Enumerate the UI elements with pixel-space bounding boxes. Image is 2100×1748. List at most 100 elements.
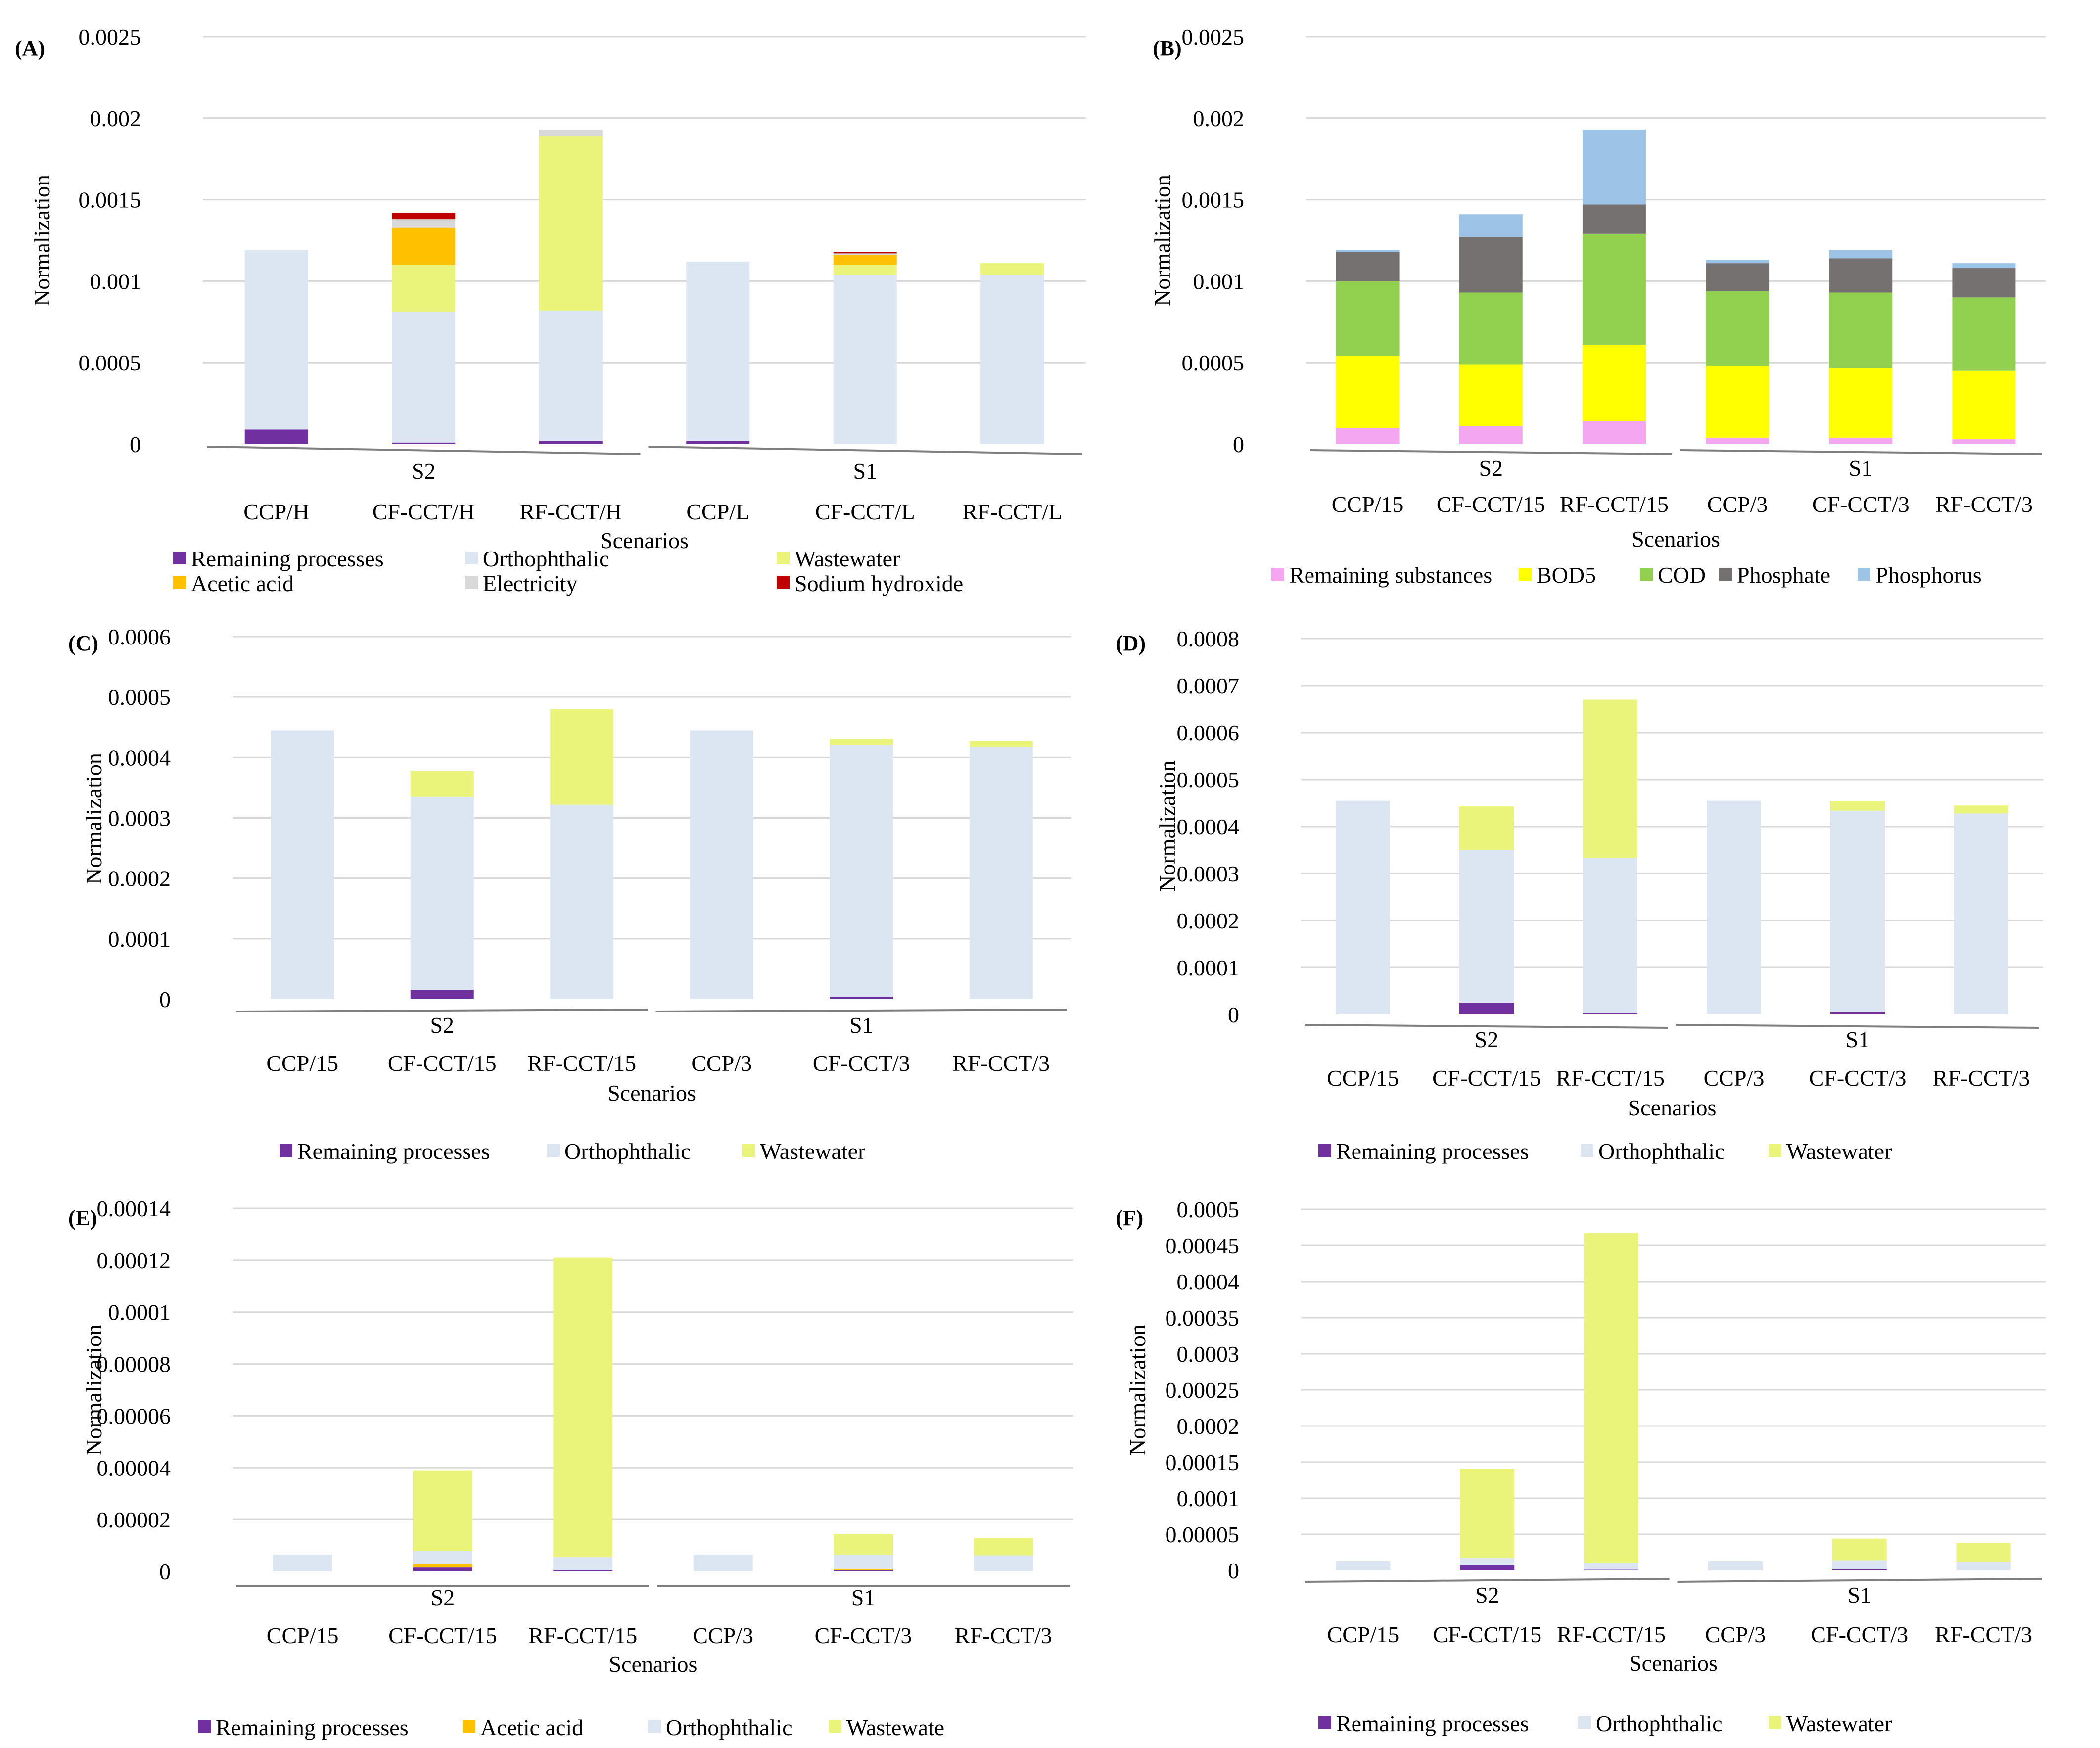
bar-ccp-3-phosphorus xyxy=(1706,260,1770,264)
x-category-label: CCP/15 xyxy=(1327,1622,1400,1647)
bar-cf-cct-3-phosphorus xyxy=(1829,250,1893,259)
bar-ccp-3-phosphate xyxy=(1706,263,1770,291)
group-bracket xyxy=(655,1009,1068,1012)
bar-cf-cct-15-phosphorus xyxy=(1459,214,1523,237)
y-tick-label: 0 xyxy=(159,987,171,1012)
legend-swatch xyxy=(777,576,790,589)
bar-cf-cct-3-remaining-processes xyxy=(1830,1012,1885,1014)
y-tick-label: 0.0007 xyxy=(1177,673,1240,698)
x-axis-label: Scenarios xyxy=(1632,526,1720,552)
legend-swatch xyxy=(742,1144,755,1157)
y-tick-label: 0.0015 xyxy=(79,187,141,213)
bar-cf-cct-15-wastewater xyxy=(410,771,474,797)
y-axis-label: Normalization xyxy=(1150,175,1175,306)
bar-cf-cct-l-orthophthalic xyxy=(833,275,897,444)
x-category-label: RF-CCT/3 xyxy=(952,1051,1050,1076)
group-bracket xyxy=(1677,1578,2042,1583)
legend-label: Acetic acid xyxy=(480,1715,583,1740)
group-label: S2 xyxy=(1475,1582,1499,1608)
chart-panel-e: (E) 0 0.00002 0.00004 0.00006 0.00008 0.0001 0.… xyxy=(68,1196,1073,1740)
y-tick-label: 0.0003 xyxy=(1177,1341,1240,1367)
bar-ccp-15-phosphate xyxy=(1336,252,1400,281)
bar-rf-cct-l-orthophthalic xyxy=(980,275,1044,444)
bar-cf-cct-3-orthophthalic xyxy=(830,745,893,997)
legend-swatch xyxy=(829,1720,841,1733)
bar-cf-cct-15-remaining-processes xyxy=(1460,1565,1515,1570)
y-tick-label: 0.00045 xyxy=(1166,1233,1240,1258)
bar-rf-cct-3-orthophthalic xyxy=(969,747,1033,999)
legend-label: Orthophthalic xyxy=(483,546,609,571)
y-tick-label: 0.00004 xyxy=(97,1455,171,1480)
bar-rf-cct-3-orthophthalic xyxy=(1956,1562,2011,1570)
chart-panel-f: (F) 0 0.00005 0.0001 0.00015 0.0002 0.00025 0.0… xyxy=(1116,1197,2046,1736)
x-category-label: RF-CCT/15 xyxy=(527,1051,636,1076)
y-tick-label: 0.0001 xyxy=(1177,1486,1240,1511)
bar-ccp-15-cod xyxy=(1336,281,1400,357)
legend-swatch xyxy=(1640,568,1653,581)
bar-cf-cct-3-orthophthalic xyxy=(834,1554,893,1569)
legend-label: Orthophthalic xyxy=(564,1139,691,1164)
bar-cf-cct-3-wastewater xyxy=(1832,1538,1887,1561)
legend-swatch xyxy=(648,1720,661,1733)
x-category-label: CCP/3 xyxy=(691,1051,752,1076)
panel-label: (D) xyxy=(1116,631,1146,655)
bar-rf-cct-3-orthophthalic xyxy=(1954,813,2008,1014)
panel-label: (B) xyxy=(1153,36,1182,60)
bar-cf-cct-3-wastewater xyxy=(830,739,893,745)
x-category-label: RF-CCT/15 xyxy=(1557,1622,1666,1647)
x-category-label: CF-CCT/3 xyxy=(815,1623,912,1648)
bar-ccp-l-orthophthalic xyxy=(686,261,750,441)
y-axis-label: Normalization xyxy=(81,1324,106,1456)
bar-cf-cct-3-remaining-processes xyxy=(830,997,893,999)
y-tick-label: 0.0005 xyxy=(1182,350,1245,375)
y-tick-label: 0.0005 xyxy=(79,350,141,375)
group-bracket xyxy=(1676,1024,2040,1029)
x-category-label: CCP/15 xyxy=(266,1051,338,1076)
bar-rf-cct-15-orthophthalic xyxy=(553,1557,613,1570)
bar-cf-cct-3-orthophthalic xyxy=(1830,810,1885,1012)
x-category-label: RF-CCT/L xyxy=(962,499,1062,524)
bar-rf-cct-3-remaining-substances xyxy=(1952,439,2016,444)
bar-cf-cct-h-wastewater xyxy=(392,265,456,313)
legend-label: Wastewater xyxy=(794,546,900,571)
group-bracket xyxy=(648,446,1082,455)
y-tick-label: 0.0025 xyxy=(79,24,141,49)
x-category-label: CF-CCT/H xyxy=(373,499,475,524)
legend-swatch xyxy=(465,576,478,589)
x-category-label: RF-CCT/3 xyxy=(1935,492,2033,517)
legend-swatch xyxy=(1858,568,1870,581)
group-label: S1 xyxy=(1849,456,1873,481)
group-bracket xyxy=(1680,449,2042,455)
bar-ccp-15-orthophthalic xyxy=(271,730,334,999)
x-axis-label: Scenarios xyxy=(1628,1095,1717,1120)
group-label: S1 xyxy=(853,459,877,484)
legend-label: Electricity xyxy=(483,571,578,596)
legend-swatch xyxy=(777,552,790,564)
panel-label: (A) xyxy=(15,36,45,60)
legend-label: Wastewater xyxy=(1786,1139,1892,1164)
bar-rf-cct-3-phosphorus xyxy=(1952,263,2016,269)
bar-ccp-15-remaining-substances xyxy=(1336,428,1400,444)
x-category-label: RF-CCT/3 xyxy=(1933,1065,2030,1091)
bar-rf-cct-15-wastewater xyxy=(550,709,614,805)
legend-swatch xyxy=(465,552,478,564)
bar-rf-cct-15-wastewate xyxy=(553,1257,613,1558)
group-bracket xyxy=(1309,449,1672,455)
y-axis-label: Normalization xyxy=(1125,1324,1150,1456)
legend-swatch xyxy=(173,576,186,589)
y-tick-label: 0.0001 xyxy=(108,926,171,952)
y-tick-label: 0.00006 xyxy=(97,1403,171,1428)
bar-rf-cct-h-electricity xyxy=(539,129,603,137)
legend-swatch xyxy=(173,552,186,564)
panel-label: (C) xyxy=(68,631,98,655)
y-tick-label: 0.001 xyxy=(90,269,141,294)
bar-rf-cct-15-remaining-substances xyxy=(1582,421,1646,444)
bar-cf-cct-h-electricity xyxy=(392,219,456,228)
legend-swatch xyxy=(1769,1144,1781,1157)
group-bracket xyxy=(206,446,641,455)
bar-cf-cct-l-acetic-acid xyxy=(833,255,897,265)
group-label: S2 xyxy=(430,1012,454,1038)
bar-cf-cct-h-remaining-processes xyxy=(392,442,456,444)
legend-label: Phosphorus xyxy=(1875,562,1982,588)
